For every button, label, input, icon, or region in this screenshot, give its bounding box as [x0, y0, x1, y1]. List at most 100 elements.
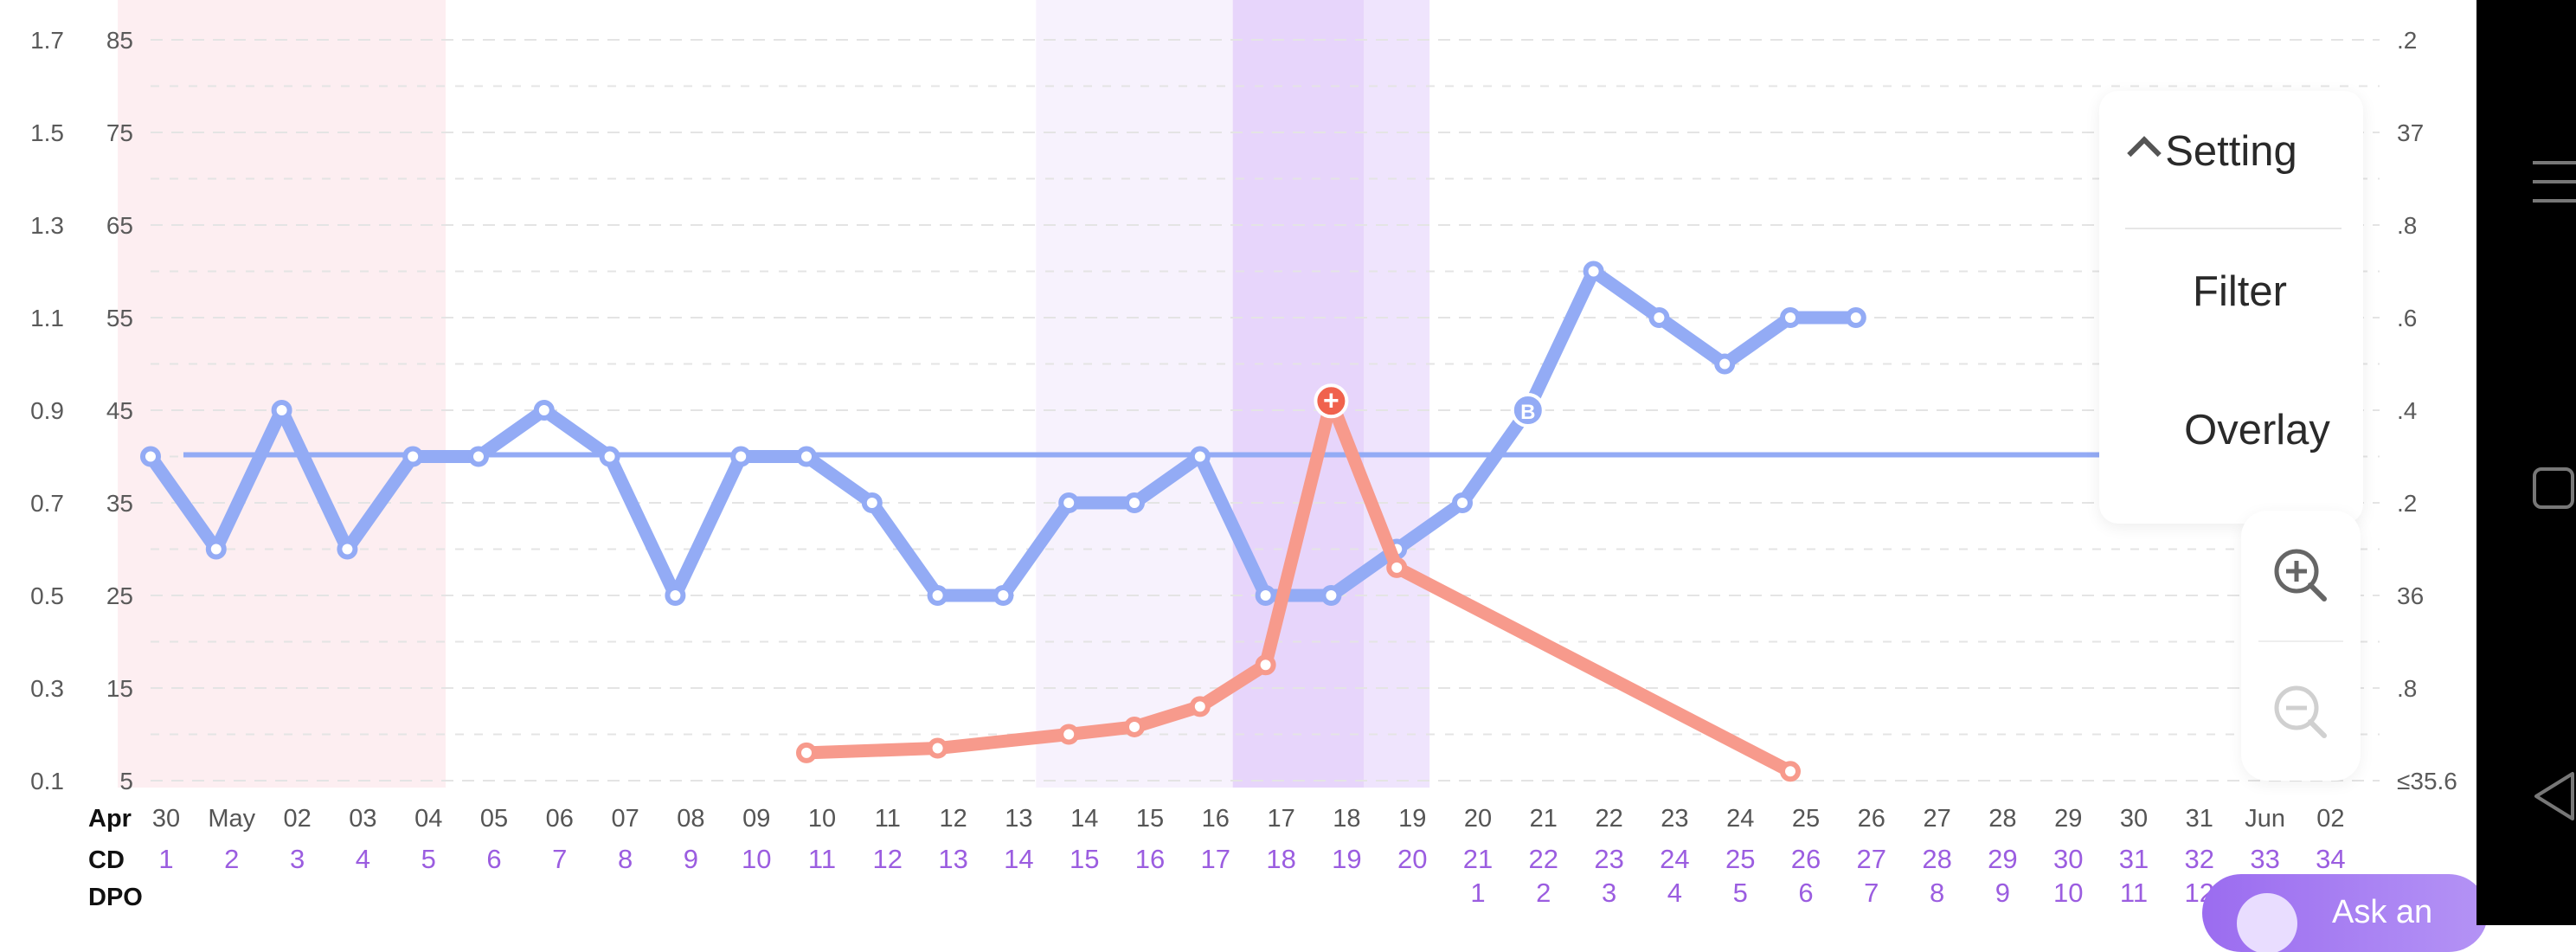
data-point[interactable]	[861, 492, 883, 513]
data-point[interactable]	[271, 400, 292, 421]
right-tick-label: .2	[2397, 490, 2417, 517]
labeled-point[interactable]	[1510, 393, 1545, 428]
zoom-out-icon[interactable]	[2272, 684, 2329, 741]
date-label: 10	[808, 805, 836, 833]
date-label: 02	[283, 805, 311, 833]
data-point[interactable]	[1320, 585, 1342, 606]
cycle-day-label: 12	[873, 844, 903, 874]
cycle-day-label: 6	[486, 844, 501, 874]
left-outer-tick-label: 1.1	[30, 305, 64, 331]
right-tick-label: .4	[2397, 397, 2417, 424]
cycle-day-label: 14	[1004, 844, 1033, 874]
row-label-date: Apr	[88, 805, 132, 833]
right-tick-label: 37	[2397, 119, 2424, 146]
setting-menu-item[interactable]: Setting	[2165, 128, 2297, 175]
date-label: 23	[1661, 805, 1688, 833]
data-point[interactable]	[796, 742, 817, 763]
dpo-label: 10	[2053, 878, 2083, 908]
dpo-label: 3	[1602, 878, 1616, 908]
labeled-point[interactable]	[1314, 383, 1349, 419]
data-point[interactable]	[730, 446, 752, 467]
home-square-icon[interactable]	[2533, 467, 2576, 511]
cycle-day-label: 2	[224, 844, 239, 874]
data-point[interactable]	[1189, 446, 1211, 467]
cycle-day-label: 21	[1463, 844, 1493, 874]
data-point[interactable]	[599, 446, 620, 467]
cycle-day-label: 30	[2053, 844, 2083, 874]
zoom-in-icon[interactable]	[2272, 547, 2329, 604]
data-point[interactable]	[140, 446, 161, 467]
point-marker-label: B	[1520, 401, 1535, 424]
right-tick-label: .2	[2397, 27, 2417, 54]
data-point[interactable]	[1255, 654, 1276, 676]
left-inner-tick-label: 65	[106, 212, 133, 239]
fertility-bands	[118, 0, 1430, 788]
date-label: 12	[939, 805, 967, 833]
date-label: 17	[1267, 805, 1294, 833]
right-tick-label: .8	[2397, 212, 2417, 239]
data-point[interactable]	[1058, 492, 1080, 513]
date-label: 21	[1530, 805, 1558, 833]
cycle-day-label: 22	[1529, 844, 1558, 874]
data-point[interactable]	[665, 585, 686, 606]
left-inner-tick-label: 45	[106, 397, 133, 424]
cycle-day-label: 18	[1266, 844, 1295, 874]
left-outer-tick-label: 1.5	[30, 119, 64, 146]
date-label: 27	[1923, 805, 1950, 833]
data-point[interactable]	[337, 538, 358, 560]
date-label: 25	[1792, 805, 1820, 833]
left-outer-tick-label: 1.3	[30, 212, 64, 239]
data-point[interactable]	[1058, 724, 1080, 745]
data-point[interactable]	[1583, 261, 1604, 282]
date-label: 13	[1005, 805, 1032, 833]
cycle-day-label: 34	[2316, 844, 2345, 874]
data-point[interactable]	[927, 585, 948, 606]
fertility-band-0	[118, 0, 446, 788]
date-label: 29	[2054, 805, 2082, 833]
data-point[interactable]	[1845, 307, 1866, 328]
cycle-day-label: 26	[1791, 844, 1821, 874]
right-tick-label: .8	[2397, 675, 2417, 702]
data-point[interactable]	[205, 538, 227, 560]
grid-lines	[151, 39, 2380, 782]
left-outer-tick-label: 0.5	[30, 582, 64, 609]
data-point[interactable]	[1780, 307, 1801, 328]
data-point[interactable]	[1189, 696, 1211, 717]
date-label: 30	[152, 805, 180, 833]
data-point[interactable]	[992, 585, 1014, 606]
date-label: 06	[546, 805, 574, 833]
data-point[interactable]	[796, 446, 817, 467]
point-marker-label: +	[1323, 384, 1339, 415]
overlay-menu-item[interactable]: Overlay	[2184, 407, 2330, 453]
left-outer-tick-label: 0.1	[30, 768, 64, 794]
menu-icon[interactable]	[2533, 156, 2576, 208]
date-label: 02	[2316, 805, 2344, 833]
right-tick-label: 36	[2397, 582, 2424, 609]
left-outer-tick-label: 0.7	[30, 490, 64, 517]
data-point[interactable]	[1648, 307, 1670, 328]
left-inner-tick-label: 5	[119, 768, 133, 794]
data-point[interactable]	[1780, 761, 1801, 782]
data-point[interactable]	[1386, 556, 1408, 578]
date-label: 28	[1988, 805, 2016, 833]
data-point[interactable]	[1714, 353, 1736, 375]
cycle-day-label: 32	[2185, 844, 2214, 874]
date-label: 08	[677, 805, 704, 833]
date-label: 20	[1464, 805, 1492, 833]
dpo-label: 2	[1536, 878, 1551, 908]
back-triangle-icon[interactable]	[2533, 770, 2576, 822]
data-point[interactable]	[533, 400, 555, 421]
ask-an-expert-button[interactable]: Ask an	[2202, 874, 2488, 952]
data-point[interactable]	[1124, 492, 1145, 513]
data-point[interactable]	[1255, 585, 1276, 606]
chart-options-popup: Setting Filter Overlay	[2099, 91, 2363, 524]
data-point[interactable]	[1452, 492, 1473, 513]
filter-menu-item[interactable]: Filter	[2193, 268, 2287, 315]
data-point[interactable]	[468, 446, 489, 467]
cycle-day-label: 29	[1988, 844, 2017, 874]
data-point[interactable]	[1124, 716, 1145, 737]
dpo-label: 9	[1995, 878, 2010, 908]
data-point[interactable]	[927, 737, 948, 759]
data-point[interactable]	[402, 446, 424, 467]
